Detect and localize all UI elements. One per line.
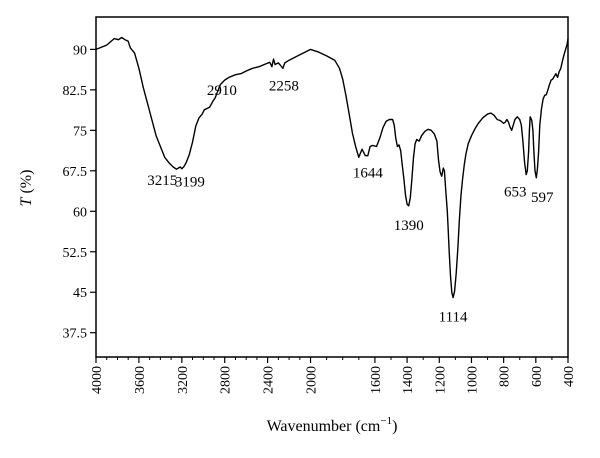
x-axis-title-superscript: −1 — [380, 415, 392, 427]
x-tick-label: 400 — [562, 366, 577, 387]
x-tick-label: 3600 — [133, 366, 148, 394]
y-axis-title: T (%) — [18, 170, 35, 207]
x-tick-label: 1400 — [401, 366, 416, 394]
x-axis-title: Wavenumber (cm−1) — [267, 415, 398, 435]
y-tick-label: 52.5 — [63, 246, 88, 261]
peak-label: 1114 — [439, 310, 468, 326]
x-axis-title-main: Wavenumber (cm — [267, 418, 381, 435]
x-tick-label: 1000 — [465, 366, 480, 394]
x-tick-label: 4000 — [90, 366, 105, 394]
x-tick-label: 2800 — [219, 366, 234, 394]
y-tick-label: 45 — [73, 286, 87, 301]
peak-label: 1390 — [394, 218, 424, 234]
spectrum-line — [95, 36, 569, 299]
x-tick-label: 600 — [530, 366, 545, 387]
y-tick-label: 75 — [73, 124, 87, 139]
peak-label: 2910 — [207, 83, 237, 99]
y-tick-label: 82.5 — [63, 84, 88, 99]
y-tick-label: 67.5 — [63, 165, 88, 180]
peak-label: 3199 — [175, 175, 205, 191]
x-tick-label: 2400 — [262, 366, 277, 394]
y-axis-title-unit: (%) — [18, 170, 35, 198]
peak-label: 653 — [504, 185, 527, 201]
x-axis-title-close: ) — [392, 418, 397, 435]
x-tick-label: 1600 — [369, 366, 384, 394]
peak-label: 3215 — [147, 173, 177, 189]
x-tick-label: 3200 — [176, 366, 191, 394]
y-axis-title-symbol: T — [18, 196, 35, 206]
y-tick-label: 90 — [73, 43, 87, 58]
plot-area: 90 82.5 75 67.5 60 52.5 45 37.5 4000 3600 3200 2800… — [63, 16, 577, 394]
x-tick-label: 2000 — [305, 366, 320, 394]
peak-label: 597 — [531, 190, 554, 206]
y-tick-label: 60 — [73, 205, 87, 220]
y-tick-label: 37.5 — [63, 327, 88, 342]
peak-label: 2258 — [269, 78, 299, 94]
peak-label: 1644 — [353, 166, 384, 182]
x-tick-label: 1200 — [433, 366, 448, 394]
x-tick-label: 800 — [498, 366, 513, 387]
plot-frame — [95, 16, 569, 358]
